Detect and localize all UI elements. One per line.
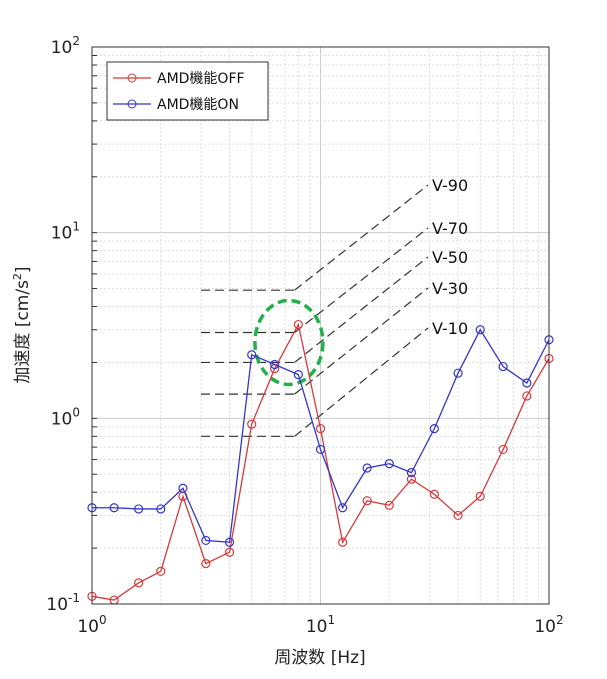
plot-frame [91,46,550,605]
reference-label-v-90: V-90 [432,176,468,195]
x-tick-label: 101 [306,613,335,637]
x-axis-label: 周波数 [Hz] [274,648,365,668]
data-point [293,319,303,330]
data-point [201,535,211,546]
data-point [201,559,211,569]
data-point [156,566,166,576]
data-point [475,491,485,501]
data-point [453,510,463,521]
reference-label-v-50: V-50 [432,248,468,267]
reference-label-v-30: V-30 [432,279,468,298]
legend-label: AMD機能OFF [157,71,245,87]
data-point [247,419,257,429]
y-tick-label: 101 [51,220,80,244]
data-point [134,578,144,588]
data-point [270,359,280,370]
legend-box [106,61,269,121]
highlight-ellipse [253,298,325,387]
reference-diagonal-v-10 [294,327,429,437]
data-point [384,500,394,510]
data-point [498,361,508,372]
reference-diagonal-v-50 [294,256,429,363]
data-point [522,391,532,401]
data-point [406,468,417,478]
x-tick-label: 100 [77,613,106,637]
reference-diagonal-v-90 [294,184,429,291]
legend-label: AMD機能ON [157,97,239,113]
data-point [498,444,508,455]
grid [92,47,549,604]
data-point [178,483,188,493]
data-point [522,378,532,388]
data-point [453,368,463,378]
data-point [134,504,144,514]
data-point [315,444,326,455]
series-line-on [92,328,550,543]
legend-marker [127,73,137,83]
y-tick-label: 102 [51,34,80,58]
series-group [87,319,554,605]
data-point [429,424,439,434]
legend: AMD機能OFF AMD機能ON [106,61,269,121]
data-point [293,370,303,380]
data-point [475,325,485,335]
reference-diagonal-v-70 [294,227,429,333]
data-point [429,489,439,499]
data-point [224,547,235,557]
x-tick-label: 102 [534,613,563,637]
data-point [156,504,166,514]
y-axis-label: 加速度 [cm/s2] [11,266,33,383]
data-point [224,537,235,547]
data-point [338,537,348,547]
reference-label-v-70: V-70 [432,219,468,238]
series-line-off [91,322,550,601]
reference-label-v-10: V-10 [432,319,468,338]
data-point [109,503,119,513]
data-point [315,424,326,434]
reference-lines: V-90 V-70 V-50 V-30 V-10 [201,176,468,437]
y-tick-label: 10-1 [46,591,80,615]
data-point [247,350,257,360]
data-point [338,503,348,513]
legend-marker [127,99,137,109]
y-tick-label: 100 [51,405,80,429]
reference-diagonal-v-30 [294,287,429,395]
data-point [384,459,394,469]
data-point [362,463,372,473]
data-point [406,474,417,484]
data-point [362,496,372,506]
